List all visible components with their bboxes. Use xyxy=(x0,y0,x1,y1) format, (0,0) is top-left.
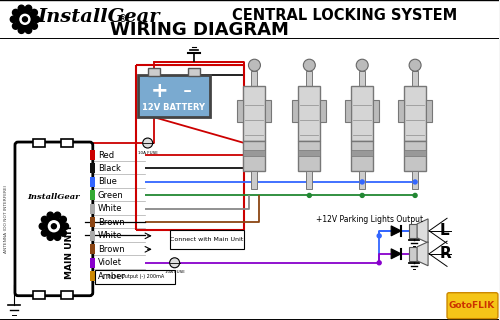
Circle shape xyxy=(54,212,60,219)
Text: R: R xyxy=(440,246,452,261)
FancyBboxPatch shape xyxy=(292,100,298,122)
Text: -: - xyxy=(183,79,192,103)
FancyBboxPatch shape xyxy=(33,139,45,147)
Text: Violet: Violet xyxy=(98,258,122,267)
FancyBboxPatch shape xyxy=(90,164,95,173)
FancyBboxPatch shape xyxy=(95,270,174,284)
Text: L: L xyxy=(440,223,450,238)
FancyBboxPatch shape xyxy=(61,139,73,147)
Circle shape xyxy=(22,17,28,22)
FancyBboxPatch shape xyxy=(252,171,258,189)
Circle shape xyxy=(47,234,54,240)
Circle shape xyxy=(304,59,316,71)
Text: Brown: Brown xyxy=(98,245,124,254)
FancyBboxPatch shape xyxy=(90,190,95,200)
Circle shape xyxy=(377,234,381,238)
FancyBboxPatch shape xyxy=(373,100,379,122)
FancyBboxPatch shape xyxy=(90,244,95,254)
Text: CENTRAL LOCKING SYSTEM: CENTRAL LOCKING SYSTEM xyxy=(232,8,457,23)
Polygon shape xyxy=(417,219,428,243)
Circle shape xyxy=(60,216,66,223)
Circle shape xyxy=(42,216,48,223)
FancyBboxPatch shape xyxy=(90,231,95,241)
FancyBboxPatch shape xyxy=(244,141,266,171)
Text: ANTENNA (DO NOT INTERFERE): ANTENNA (DO NOT INTERFERE) xyxy=(4,185,8,253)
FancyBboxPatch shape xyxy=(306,171,312,189)
Circle shape xyxy=(47,212,54,219)
FancyBboxPatch shape xyxy=(170,230,244,249)
FancyBboxPatch shape xyxy=(148,68,160,76)
FancyBboxPatch shape xyxy=(298,141,320,171)
Text: 12V BATTERY: 12V BATTERY xyxy=(142,103,205,112)
Circle shape xyxy=(142,138,152,148)
Text: Green: Green xyxy=(98,191,124,200)
Circle shape xyxy=(307,63,312,68)
Text: Trunk Output (-) 200mA: Trunk Output (-) 200mA xyxy=(106,274,164,279)
Text: Black: Black xyxy=(98,164,120,173)
Text: Red: Red xyxy=(98,150,114,159)
Circle shape xyxy=(60,230,66,236)
Text: 10A FUSE: 10A FUSE xyxy=(138,151,158,155)
FancyBboxPatch shape xyxy=(252,71,258,86)
Circle shape xyxy=(48,221,60,232)
FancyBboxPatch shape xyxy=(351,150,373,156)
FancyBboxPatch shape xyxy=(90,177,95,187)
Text: InstallGear: InstallGear xyxy=(38,8,160,26)
Text: Amber: Amber xyxy=(98,272,126,281)
Circle shape xyxy=(12,9,19,16)
FancyBboxPatch shape xyxy=(409,247,417,261)
FancyBboxPatch shape xyxy=(90,217,95,227)
Polygon shape xyxy=(417,242,428,266)
Text: Blue: Blue xyxy=(98,178,116,187)
Circle shape xyxy=(170,258,179,268)
FancyBboxPatch shape xyxy=(409,224,417,238)
FancyBboxPatch shape xyxy=(238,100,244,122)
FancyBboxPatch shape xyxy=(404,86,426,141)
Text: WIRING DIAGRAM: WIRING DIAGRAM xyxy=(110,21,289,39)
FancyBboxPatch shape xyxy=(298,86,320,141)
FancyBboxPatch shape xyxy=(412,171,418,189)
Circle shape xyxy=(26,27,32,33)
FancyBboxPatch shape xyxy=(351,141,373,171)
FancyBboxPatch shape xyxy=(345,100,351,122)
FancyBboxPatch shape xyxy=(61,291,73,299)
Circle shape xyxy=(248,59,260,71)
Circle shape xyxy=(360,180,364,184)
FancyBboxPatch shape xyxy=(404,150,426,156)
Circle shape xyxy=(10,16,16,22)
FancyBboxPatch shape xyxy=(398,100,404,122)
FancyBboxPatch shape xyxy=(412,71,418,86)
Circle shape xyxy=(308,180,312,184)
Circle shape xyxy=(413,180,417,184)
FancyBboxPatch shape xyxy=(15,142,93,296)
Circle shape xyxy=(54,234,60,240)
FancyBboxPatch shape xyxy=(90,204,95,214)
FancyBboxPatch shape xyxy=(359,71,365,86)
Polygon shape xyxy=(391,226,401,236)
Circle shape xyxy=(42,230,48,236)
Circle shape xyxy=(252,63,257,68)
Circle shape xyxy=(62,223,68,229)
Circle shape xyxy=(18,27,25,33)
Text: InstallGear: InstallGear xyxy=(28,193,80,201)
Text: 10A FUSE: 10A FUSE xyxy=(164,270,184,274)
FancyBboxPatch shape xyxy=(90,150,95,160)
FancyBboxPatch shape xyxy=(404,141,426,171)
Circle shape xyxy=(12,23,19,29)
Circle shape xyxy=(360,63,364,68)
Circle shape xyxy=(16,10,34,28)
FancyBboxPatch shape xyxy=(447,293,498,319)
Text: Brown: Brown xyxy=(98,218,124,227)
Text: Connect with Main Unit: Connect with Main Unit xyxy=(170,237,244,242)
FancyBboxPatch shape xyxy=(320,100,326,122)
FancyBboxPatch shape xyxy=(33,291,45,299)
Circle shape xyxy=(20,14,30,24)
FancyBboxPatch shape xyxy=(90,271,95,281)
Circle shape xyxy=(413,193,417,197)
FancyBboxPatch shape xyxy=(351,86,373,141)
FancyBboxPatch shape xyxy=(244,150,266,156)
Circle shape xyxy=(52,224,57,229)
Circle shape xyxy=(308,193,312,197)
Circle shape xyxy=(26,5,32,12)
